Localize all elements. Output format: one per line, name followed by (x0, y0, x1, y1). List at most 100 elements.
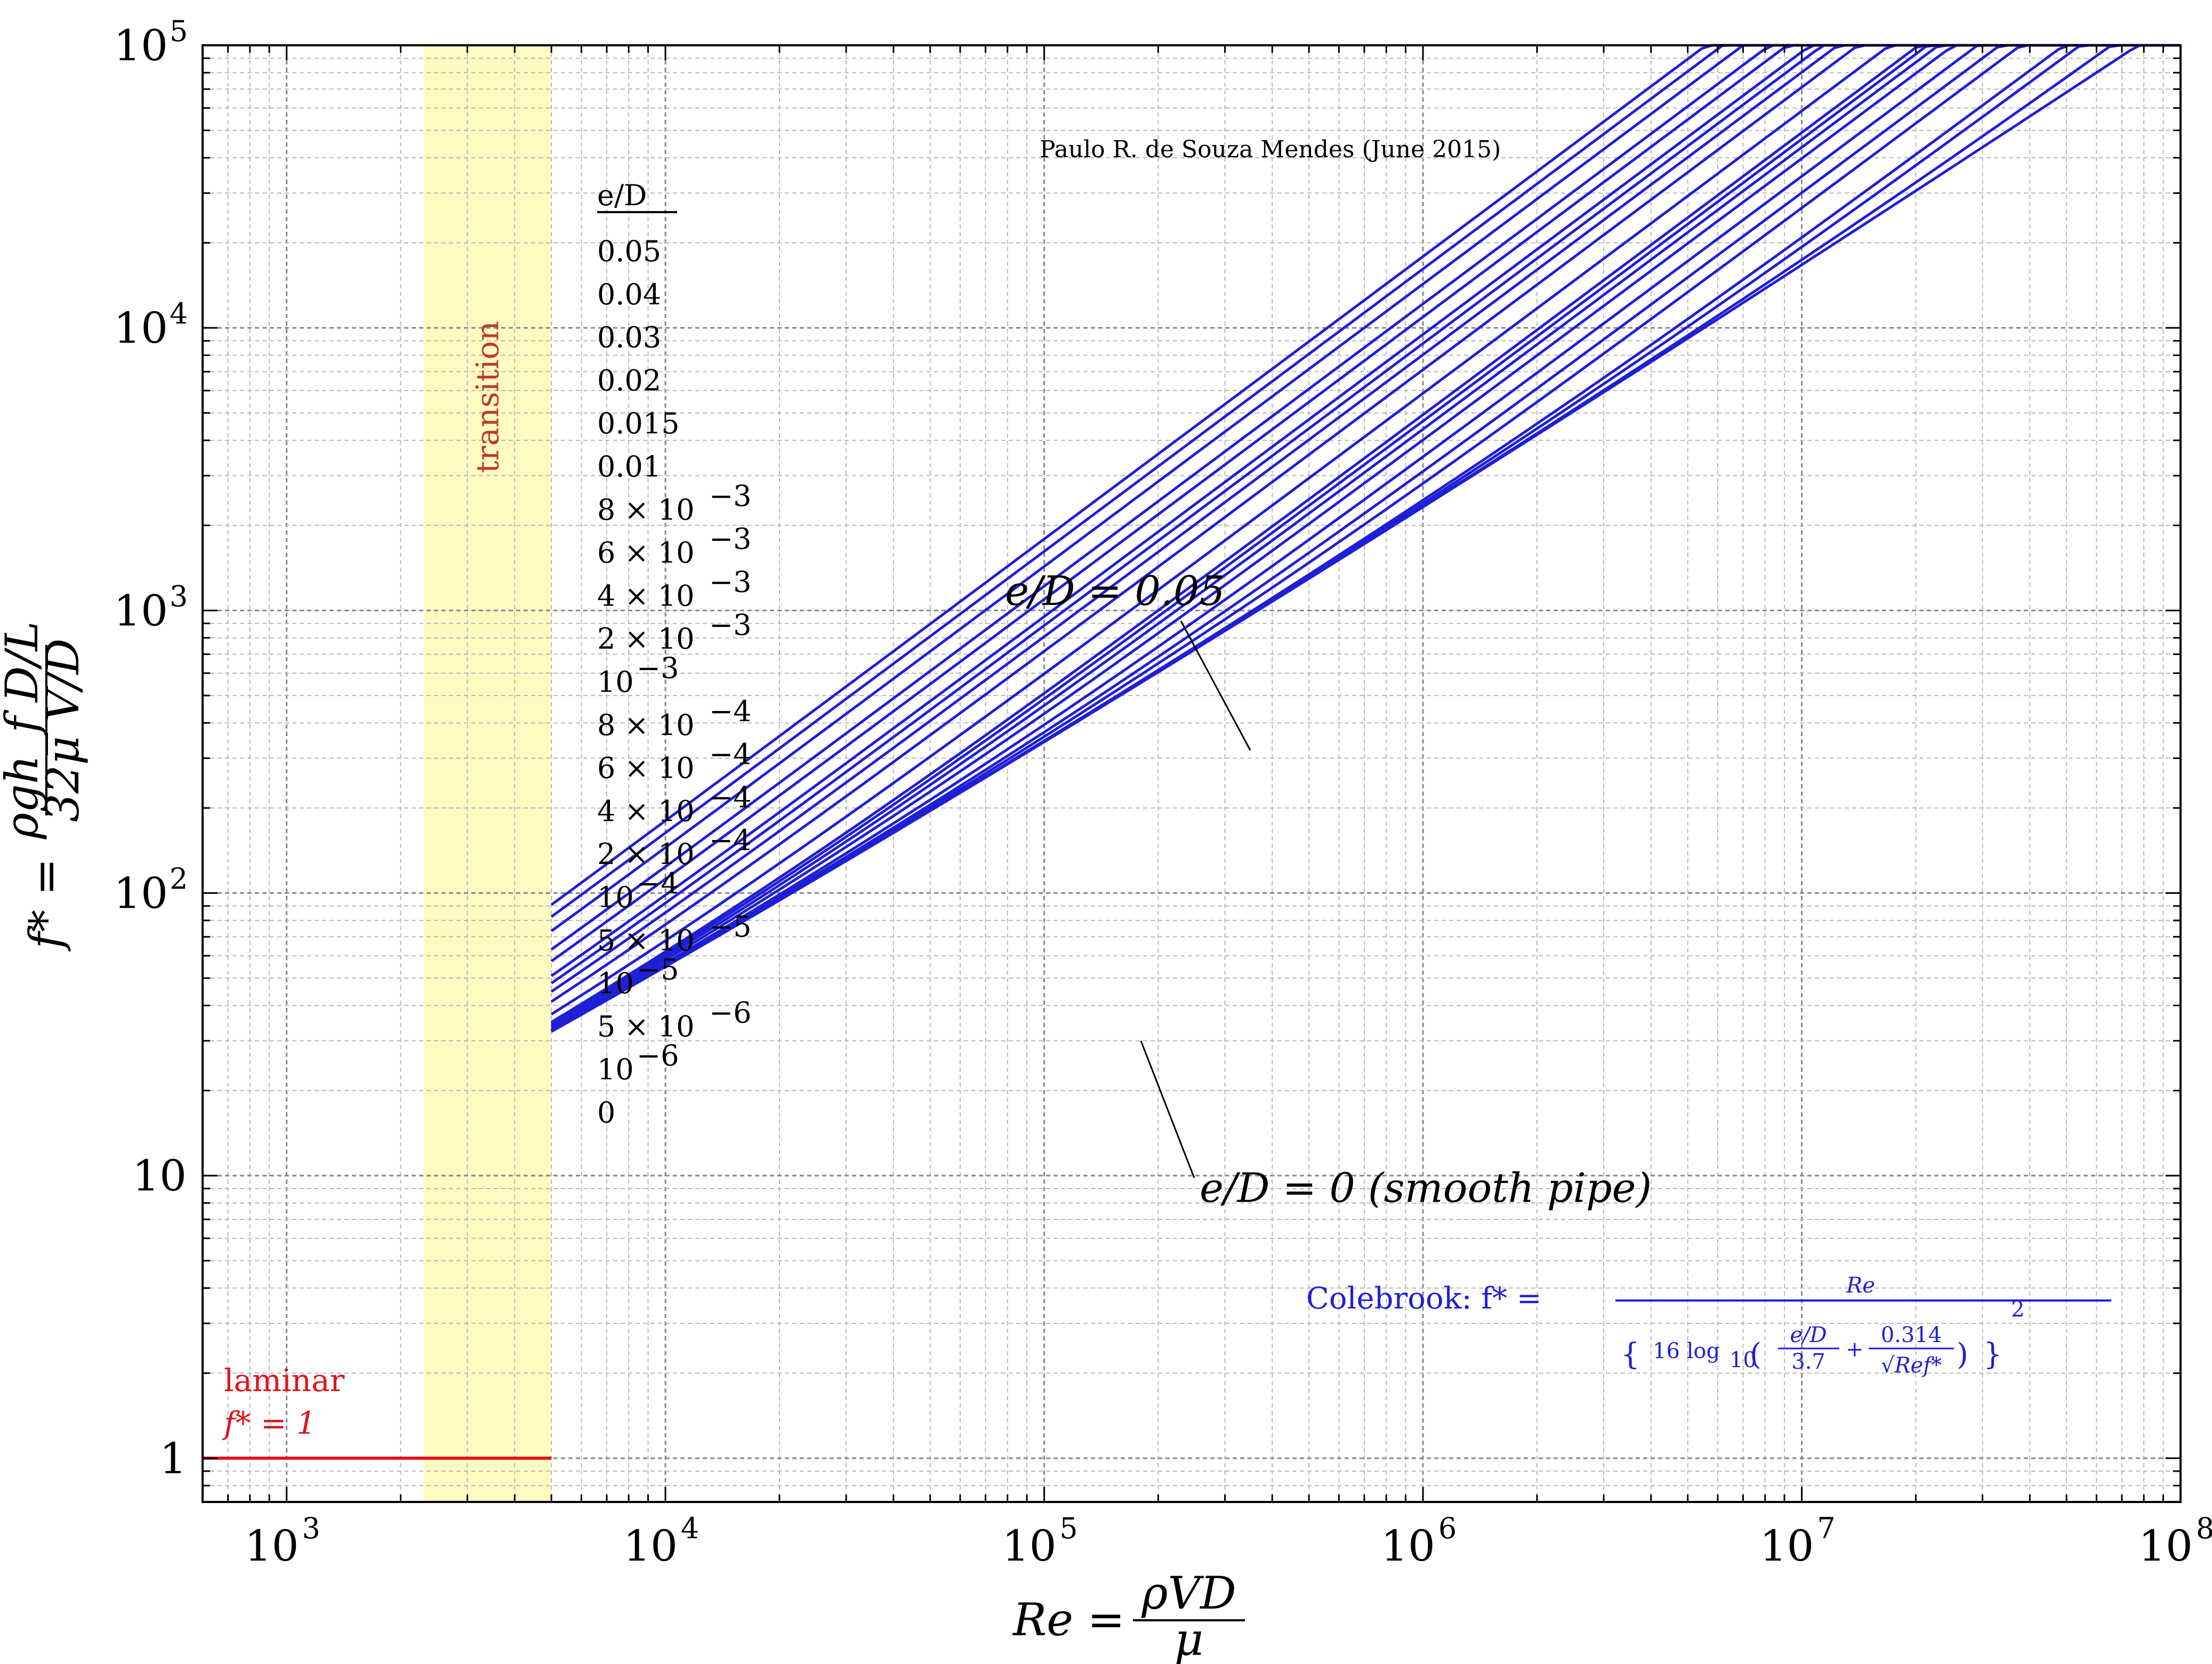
legend-entry: 2 × 10 (597, 622, 695, 656)
x-tick-label-exponent: 8 (2196, 1512, 2212, 1545)
formula-den-prefix: 16 log (1653, 1339, 1720, 1363)
transition-label: transition (469, 321, 505, 473)
formula-plus: + (1846, 1337, 1864, 1362)
legend-entry: 0 (597, 1096, 615, 1129)
legend: e/D 0.05 0.04 0.03 0.02 0.015 0.01 8 × 10 −3 6 ×… (597, 179, 752, 1129)
colebrook-curve (550, 44, 2181, 1027)
legend-entry: 10 (597, 881, 634, 914)
annotation-max-roughness: e/D = 0.05 (1005, 567, 1225, 615)
legend-entry: 10 (597, 665, 634, 699)
x-axis-label: Re = ρVD μ (1012, 1567, 1245, 1664)
x-tick-label: 10 (623, 1521, 678, 1571)
legend-entry: 6 × 10 (597, 752, 695, 785)
legend-entry: 10 (597, 1053, 634, 1086)
legend-entry-exponent: −4 (709, 694, 752, 728)
colebrook-formula: Colebrook: f* = Re { 16 log 10 ( e/D 3.7… (1306, 1273, 2111, 1378)
x-tick-label: 10 (1760, 1521, 1814, 1571)
legend-entry-exponent: −6 (637, 1039, 679, 1072)
legend-entry-exponent: −3 (709, 608, 752, 642)
laminar-equation: f* = 1 (222, 1405, 316, 1441)
chart-credit: Paulo R. de Souza Mendes (June 2015) (1040, 136, 1501, 163)
x-tick-label: 10 (245, 1521, 299, 1571)
laminar-label: laminar (224, 1362, 345, 1399)
y-axis-label-num: ρgh_f D/L (0, 621, 48, 839)
legend-entry: 5 × 10 (597, 1009, 695, 1043)
legend-entry: 8 × 10 (597, 708, 695, 742)
formula-right-brace: } (1983, 1337, 2002, 1372)
x-tick-label: 10 (1381, 1521, 1435, 1571)
y-tick-label: 10 (114, 21, 168, 70)
legend-entry-exponent: −5 (709, 910, 752, 943)
y-tick-label: 10 (114, 869, 168, 918)
formula-power: 2 (2011, 1297, 2024, 1322)
legend-entry-exponent: −4 (709, 823, 752, 857)
annotations: e/D = 0.05 e/D = 0 (smooth pipe) (1005, 567, 1652, 1211)
formula-right-paren: ) (1957, 1337, 1968, 1372)
y-axis-label-lhs: f* = (20, 858, 72, 952)
y-tick-label: 10 (114, 586, 168, 635)
legend-entry-exponent: −4 (709, 738, 752, 771)
transition-band (423, 45, 552, 1502)
x-tick-label-exponent: 7 (1817, 1512, 1835, 1545)
formula-frac1-den: 3.7 (1791, 1350, 1825, 1374)
formula-frac2-num: 0.314 (1881, 1323, 1942, 1347)
formula-numerator: Re (1846, 1273, 1875, 1298)
legend-entry: 4 × 10 (597, 794, 695, 828)
x-tick-label-exponent: 3 (302, 1512, 320, 1545)
legend-entry: 0.02 (597, 364, 661, 397)
annotation-smooth-pipe: e/D = 0 (smooth pipe) (1200, 1164, 1652, 1211)
legend-entry: 4 × 10 (597, 579, 695, 612)
formula-den-sub: 10 (1730, 1348, 1757, 1372)
legend-entry-exponent: −3 (709, 565, 752, 599)
legend-entry: 8 × 10 (597, 493, 695, 527)
legend-entry: 0.01 (597, 450, 661, 483)
formula-left-brace: { (1621, 1337, 1640, 1372)
legend-entry-exponent: −6 (709, 996, 752, 1029)
legend-entry-exponent: −4 (709, 780, 752, 814)
legend-entry: 0.03 (597, 321, 661, 354)
legend-title: e/D (597, 179, 647, 212)
colebrook-curve (550, 44, 2181, 1032)
legend-entry: 6 × 10 (597, 536, 695, 570)
formula-frac2-den: √Ref* (1881, 1353, 1942, 1378)
annotation-leader-line (1180, 620, 1251, 751)
legend-entry: 0.05 (597, 235, 661, 268)
legend-entry: 10 (597, 967, 634, 1000)
legend-entry-exponent: −5 (637, 953, 679, 987)
colebrook-curve (550, 44, 2181, 1033)
y-axis-label-den: 32μ V/D (37, 639, 89, 822)
x-tick-label-exponent: 6 (1438, 1512, 1457, 1545)
x-tick-label-exponent: 4 (681, 1512, 699, 1545)
colebrook-curve (550, 44, 2181, 1029)
x-tick-label-exponent: 5 (1059, 1512, 1077, 1545)
x-tick-label: 10 (1002, 1521, 1057, 1571)
colebrook-curve (550, 44, 2181, 1025)
x-axis-label-lhs: Re = (1012, 1594, 1125, 1646)
legend-entry-exponent: −4 (637, 867, 679, 900)
plot-frame (202, 44, 2182, 1503)
x-axis-label-den: μ (1175, 1613, 1204, 1664)
formula-left-paren: ( (1750, 1337, 1761, 1372)
y-axis-label: f* = ρgh_f D/L 32μ V/D (0, 621, 89, 952)
formula-frac1-num: e/D (1790, 1323, 1827, 1347)
formula-lead: Colebrook: f* = (1306, 1281, 1542, 1316)
x-axis-label-num: ρVD (1141, 1567, 1236, 1619)
x-tick-label: 10 (2138, 1521, 2193, 1571)
y-tick-label: 1 (159, 1434, 187, 1483)
y-tick-label: 10 (132, 1151, 187, 1201)
legend-entry: 5 × 10 (597, 924, 695, 957)
y-tick-label-exponent: 5 (170, 14, 188, 48)
colebrook-curve (550, 44, 2181, 1023)
y-tick-label: 10 (114, 303, 168, 353)
y-tick-label-exponent: 4 (170, 297, 188, 330)
y-tick-label-exponent: 2 (170, 862, 188, 896)
x-tick-labels: 10 3 10 4 10 5 10 6 10 7 10 8 (245, 1512, 2212, 1571)
legend-entry: 2 × 10 (597, 837, 695, 871)
annotation-leader-line (1140, 1040, 1195, 1178)
colebrook-curve (550, 44, 2181, 1031)
axis-ticks (202, 44, 2182, 1503)
